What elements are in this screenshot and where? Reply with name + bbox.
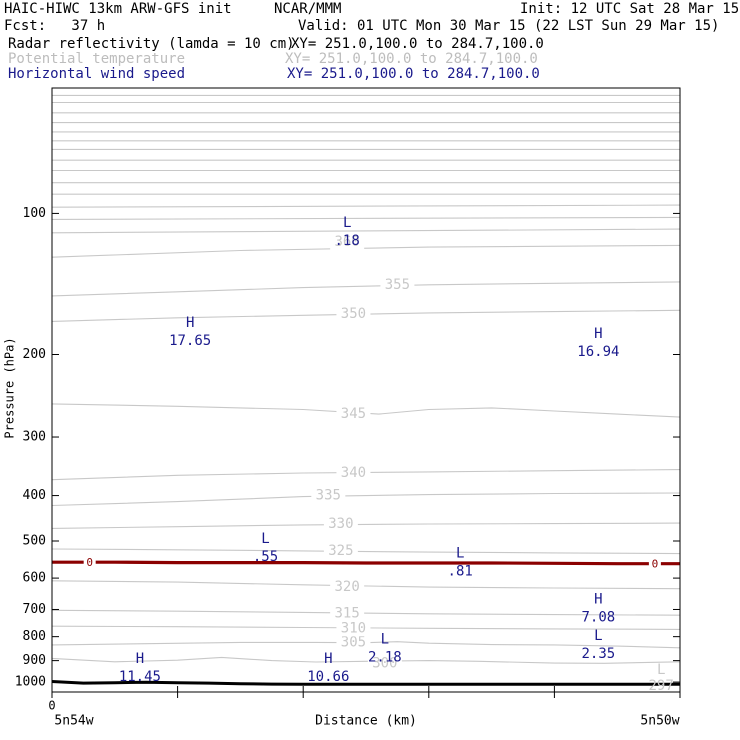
x-left-location-label: 5n54w xyxy=(54,714,93,729)
theta-label-355: 355 xyxy=(385,277,410,293)
theta-isentrope-330 xyxy=(52,522,680,529)
freezing-label-bg-0 xyxy=(83,556,96,569)
theta-label-bg-305 xyxy=(336,634,371,651)
y-axis-label: Pressure (hPa) xyxy=(3,337,17,438)
theta-isentrope-305 xyxy=(52,641,680,649)
freezing-level-line xyxy=(52,560,680,566)
theta-isentrope-360 xyxy=(52,244,680,258)
theta-label-325: 325 xyxy=(328,543,353,559)
theta-isentrope-325 xyxy=(52,548,680,555)
y-tick-label-600: 600 xyxy=(23,571,46,586)
wind-extremum-value-1: 17.65 xyxy=(169,333,211,349)
wind-extremum-marker-2: H xyxy=(594,326,602,342)
theta-isentrope-345 xyxy=(52,403,680,418)
theta-label-bg-345 xyxy=(336,406,371,423)
freezing-label-1: 0 xyxy=(652,558,659,571)
theta-extremum-marker-0: L xyxy=(657,662,665,678)
field-xy-wind: XY= 251.0,100.0 to 284.7,100.0 xyxy=(287,66,540,82)
model-title: HAIC-HIWC 13km ARW-GFS init xyxy=(4,1,232,17)
theta-label-bg-325 xyxy=(323,542,358,559)
wind-extremum-value-7: 2.35 xyxy=(582,646,616,662)
theta-isentrope-320 xyxy=(52,580,680,590)
wind-extremum-value-9: 11.45 xyxy=(119,669,161,685)
wind-extremum-marker-5: H xyxy=(594,591,602,607)
freezing-label-bg-1 xyxy=(648,557,661,570)
theta-label-320: 320 xyxy=(335,579,360,595)
theta-isentrope-upper-14 xyxy=(52,216,680,220)
org-label: NCAR/MMM xyxy=(274,1,342,17)
y-tick-label-200: 200 xyxy=(23,347,46,362)
x-right-location-label: 5n50w xyxy=(640,714,679,729)
wind-extremum-value-5: 7.08 xyxy=(582,609,616,625)
wind-extremum-value-2: 16.94 xyxy=(577,344,619,360)
x-axis-label: Distance (km) xyxy=(315,714,417,729)
valid-time: Valid: 01 UTC Mon 30 Mar 15 (22 LST Sun … xyxy=(298,18,720,34)
wind-extremum-marker-8: H xyxy=(324,651,332,667)
wind-extremum-marker-3: L xyxy=(261,531,269,547)
field-label-reflectivity: Radar reflectivity (lamda = 10 cm) xyxy=(8,36,295,52)
theta-label-340: 340 xyxy=(341,465,366,481)
field-xy-theta: XY= 251.0,100.0 to 284.7,100.0 xyxy=(285,51,538,67)
theta-isentrope-355 xyxy=(52,281,680,297)
wind-extremum-value-3: .55 xyxy=(253,549,278,565)
wind-extremum-value-0: .18 xyxy=(335,233,360,249)
theta-label-bg-320 xyxy=(330,579,365,596)
wind-extremum-value-6: 2.18 xyxy=(368,650,402,666)
theta-label-bg-335 xyxy=(311,487,346,504)
forecast-hour: Fcst: 37 h xyxy=(4,18,106,34)
y-tick-label-300: 300 xyxy=(23,430,46,445)
theta-label-305: 305 xyxy=(341,634,366,650)
y-tick-label-400: 400 xyxy=(23,488,46,503)
theta-label-bg-355 xyxy=(380,276,415,293)
theta-isentrope-300 xyxy=(52,656,680,664)
theta-extremum-value-0: 297 xyxy=(649,678,674,694)
wind-extremum-marker-0: L xyxy=(343,215,351,231)
theta-label-350: 350 xyxy=(341,306,366,322)
y-tick-label-800: 800 xyxy=(23,629,46,644)
wind-extremum-value-4: .81 xyxy=(448,563,473,579)
theta-label-bg-340 xyxy=(336,464,371,481)
init-time: Init: 12 UTC Sat 28 Mar 15 xyxy=(520,1,740,17)
theta-label-bg-360 xyxy=(330,233,365,250)
y-tick-label-900: 900 xyxy=(23,653,46,668)
y-tick-label-700: 700 xyxy=(23,602,46,617)
wind-extremum-marker-6: L xyxy=(381,632,389,648)
wind-extremum-marker-7: L xyxy=(594,628,602,644)
wind-extremum-marker-1: H xyxy=(186,315,194,331)
theta-label-360: 360 xyxy=(335,234,360,250)
theta-label-bg-315 xyxy=(330,605,365,622)
wind-extremum-marker-9: H xyxy=(136,651,144,667)
theta-label-bg-330 xyxy=(323,516,358,533)
theta-label-335: 335 xyxy=(316,488,341,504)
y-tick-label-100: 100 xyxy=(23,206,46,221)
theta-label-bg-350 xyxy=(336,306,371,323)
theta-label-310: 310 xyxy=(341,620,366,636)
field-label-wind: Horizontal wind speed xyxy=(8,66,186,82)
theta-isentrope-upper-15 xyxy=(52,204,680,208)
theta-label-315: 315 xyxy=(335,606,360,622)
theta-isentrope-335 xyxy=(52,492,680,507)
field-label-theta: Potential temperature xyxy=(8,51,186,67)
theta-label-bg-310 xyxy=(336,620,371,637)
theta-isentrope-upper-13 xyxy=(52,228,680,234)
wind-extremum-value-8: 10.66 xyxy=(307,669,349,685)
theta-label-330: 330 xyxy=(328,516,353,532)
theta-label-345: 345 xyxy=(341,406,366,422)
theta-label-300: 300 xyxy=(372,655,397,671)
theta-isentrope-315 xyxy=(52,609,680,616)
theta-label-bg-300 xyxy=(367,655,402,672)
wind-extremum-marker-4: L xyxy=(456,545,464,561)
field-xy-reflectivity: XY= 251.0,100.0 to 284.7,100.0 xyxy=(291,36,544,52)
terrain-surface-line xyxy=(51,680,680,686)
y-tick-label-500: 500 xyxy=(23,533,46,548)
freezing-label-0: 0 xyxy=(86,556,93,569)
plot-frame xyxy=(51,87,681,693)
x-origin-label: 0 xyxy=(48,699,55,713)
y-tick-label-1000: 1000 xyxy=(15,675,46,690)
